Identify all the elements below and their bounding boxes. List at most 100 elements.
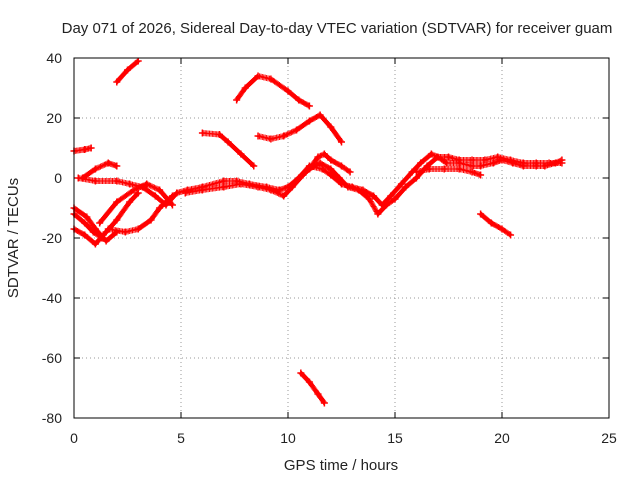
y-tick-label: -20 <box>42 230 62 246</box>
data-point <box>558 159 566 167</box>
data-point <box>316 159 324 167</box>
data-point <box>102 237 110 245</box>
chart-title: Day 071 of 2026, Sidereal Day-to-day VTE… <box>62 20 613 37</box>
data-point <box>104 159 112 167</box>
data-point <box>74 174 82 182</box>
data-point <box>280 192 288 200</box>
data-point <box>81 146 89 153</box>
data-point <box>519 159 527 167</box>
series-track-16 <box>477 210 515 239</box>
data-point <box>173 189 181 197</box>
data-point <box>134 225 142 233</box>
data-point <box>498 225 506 233</box>
data-point <box>434 153 442 161</box>
data-point <box>168 201 176 209</box>
data-point <box>96 219 104 227</box>
data-point <box>468 162 476 170</box>
data-point <box>338 138 345 146</box>
data-point <box>314 390 322 398</box>
data-point <box>427 150 435 158</box>
data-point <box>121 228 129 236</box>
data-point <box>374 210 382 218</box>
data-point <box>412 168 420 176</box>
data-point <box>237 180 245 188</box>
data-point <box>147 216 155 224</box>
data-point <box>124 66 131 74</box>
data-point <box>299 171 307 179</box>
x-tick-label: 0 <box>70 430 78 446</box>
data-point <box>254 72 262 80</box>
data-point <box>220 177 228 185</box>
data-point <box>293 126 301 134</box>
data-point <box>327 171 335 179</box>
series-trace <box>477 211 514 238</box>
data-point <box>344 183 352 191</box>
data-point <box>267 186 275 194</box>
data-point <box>151 192 159 200</box>
data-point <box>487 219 495 227</box>
data-point <box>113 78 121 86</box>
data-point <box>397 180 405 188</box>
data-point <box>126 180 134 188</box>
data-point <box>445 153 452 161</box>
data-point <box>545 159 553 167</box>
series-track-3 <box>233 72 313 110</box>
data-point <box>477 162 485 170</box>
data-point <box>477 210 485 218</box>
x-axis-label: GPS time / hours <box>284 457 398 474</box>
series-track-4 <box>198 129 258 170</box>
data-point <box>113 216 121 224</box>
data-point <box>412 174 420 182</box>
data-point <box>507 156 515 164</box>
x-tick-label: 10 <box>280 430 296 446</box>
data-point <box>338 162 345 170</box>
data-point <box>91 177 99 185</box>
data-point <box>305 117 313 125</box>
data-point <box>267 135 275 143</box>
x-tick-label: 5 <box>177 430 185 446</box>
data-point <box>288 183 296 191</box>
data-point <box>316 111 324 119</box>
data-point <box>280 132 288 140</box>
y-tick-label: -40 <box>42 290 62 306</box>
data-point <box>402 183 410 191</box>
grid <box>74 58 609 418</box>
data-point <box>494 153 502 161</box>
y-tick-label: 0 <box>54 170 62 186</box>
y-tick-label: -80 <box>42 410 62 426</box>
data-point <box>91 240 99 248</box>
data-point <box>365 195 373 203</box>
data-point <box>477 171 485 179</box>
x-tick-label: 15 <box>387 430 403 446</box>
series-trace <box>297 370 328 406</box>
y-tick-label: -60 <box>42 350 62 366</box>
data-point <box>320 150 328 158</box>
data-point <box>113 162 121 170</box>
data-point <box>425 165 433 173</box>
data-point <box>224 138 232 146</box>
data-point <box>455 165 463 173</box>
data-point <box>156 204 164 212</box>
data-point <box>254 132 262 140</box>
data-point <box>346 168 354 176</box>
data-point <box>81 231 89 239</box>
data-point <box>327 165 335 173</box>
data-point <box>113 198 121 206</box>
data-point <box>442 159 450 167</box>
data-point <box>241 84 249 92</box>
data-point <box>314 153 322 161</box>
y-axis-label: SDTVAR / TECUs <box>5 178 22 298</box>
data-point <box>355 186 363 194</box>
data-point <box>295 96 303 104</box>
data-point <box>455 156 463 164</box>
data-point <box>134 57 142 65</box>
data-point <box>250 162 258 170</box>
data-point <box>126 198 134 206</box>
series-track-13 <box>181 153 566 218</box>
data-point <box>89 228 97 236</box>
data-point <box>198 129 206 137</box>
data-point <box>370 192 378 200</box>
series-track-15 <box>412 165 485 179</box>
y-tick-label: 20 <box>46 110 62 126</box>
